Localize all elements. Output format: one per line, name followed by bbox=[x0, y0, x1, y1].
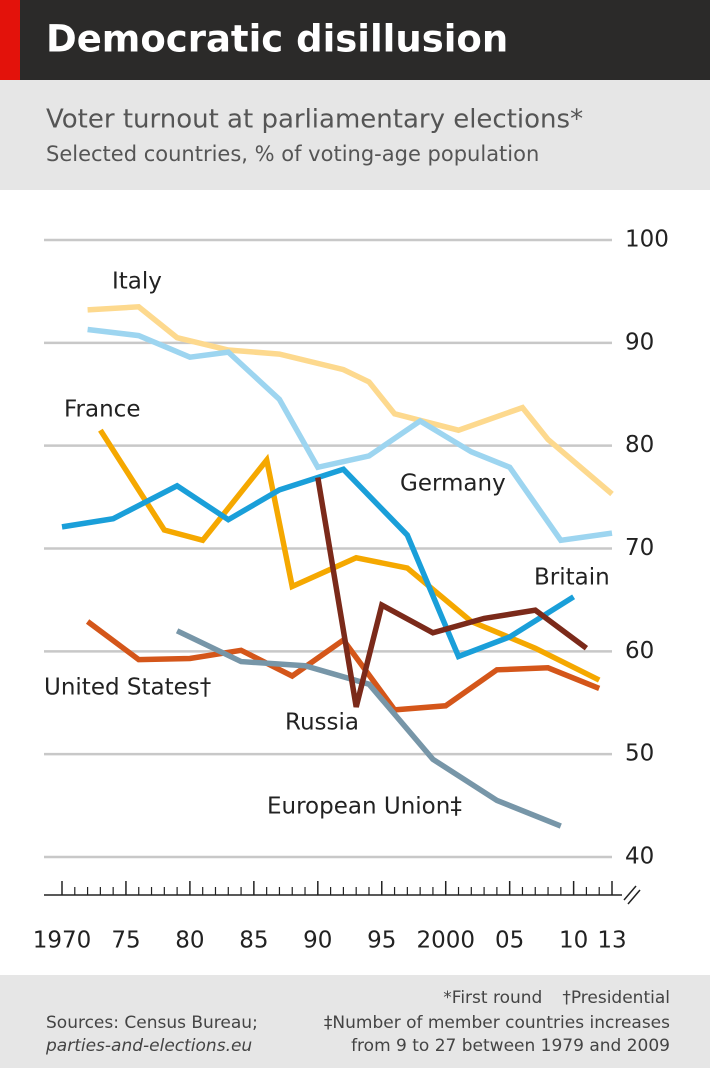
series-label: United States† bbox=[44, 675, 211, 701]
x-tick-label: 75 bbox=[111, 928, 140, 954]
source: Sources: Census Bureau; bbox=[46, 1013, 258, 1033]
subtitle-band bbox=[0, 80, 710, 190]
y-tick-label: 100 bbox=[625, 227, 669, 253]
note: ‡Number of member countries increases bbox=[324, 1013, 670, 1033]
series-line bbox=[98, 428, 601, 683]
series-label: Britain bbox=[534, 565, 610, 591]
series-label: Russia bbox=[285, 710, 359, 736]
x-tick-label: 80 bbox=[175, 928, 204, 954]
note-text: *First round bbox=[443, 988, 542, 1008]
axis-break bbox=[623, 885, 641, 905]
series-label: European Union‡ bbox=[267, 794, 462, 820]
series-label: Germany bbox=[400, 471, 506, 497]
series-label: France bbox=[64, 397, 140, 423]
series-line bbox=[87, 326, 613, 544]
y-tick-label: 50 bbox=[625, 741, 654, 767]
header-bar bbox=[0, 0, 710, 80]
y-tick-label: 40 bbox=[625, 844, 654, 870]
subtitle: Voter turnout at parliamentary elections… bbox=[46, 105, 583, 135]
y-tick-label: 80 bbox=[625, 432, 654, 458]
series-line bbox=[175, 628, 562, 829]
x-tick-label: 10 bbox=[559, 928, 588, 954]
x-tick-label: 1970 bbox=[33, 928, 92, 954]
series-line bbox=[61, 466, 576, 661]
subtitle-secondary: Selected countries, % of voting-age popu… bbox=[46, 142, 539, 166]
footer-band bbox=[0, 975, 710, 1068]
x-tick-label: 90 bbox=[303, 928, 332, 954]
x-tick-label: 05 bbox=[495, 928, 524, 954]
chart-title: Democratic disillusion bbox=[46, 18, 508, 61]
series-label: Italy bbox=[112, 269, 162, 295]
y-tick-label: 90 bbox=[625, 329, 654, 355]
series-line bbox=[87, 303, 614, 497]
y-tick-label: 60 bbox=[625, 638, 654, 664]
y-tick-label: 70 bbox=[625, 535, 654, 561]
note-text: †Presidential bbox=[562, 988, 670, 1008]
source: parties-and-elections.eu bbox=[45, 1036, 252, 1056]
note: from 9 to 27 between 1979 and 2009 bbox=[351, 1036, 670, 1056]
x-tick-label: 95 bbox=[367, 928, 396, 954]
header-accent bbox=[0, 0, 20, 80]
series-line bbox=[315, 477, 589, 708]
x-tick-label: 13 bbox=[597, 928, 626, 954]
x-tick-label: 2000 bbox=[416, 928, 475, 954]
x-tick-label: 85 bbox=[239, 928, 268, 954]
note: *First round †Presidential bbox=[443, 988, 670, 1008]
